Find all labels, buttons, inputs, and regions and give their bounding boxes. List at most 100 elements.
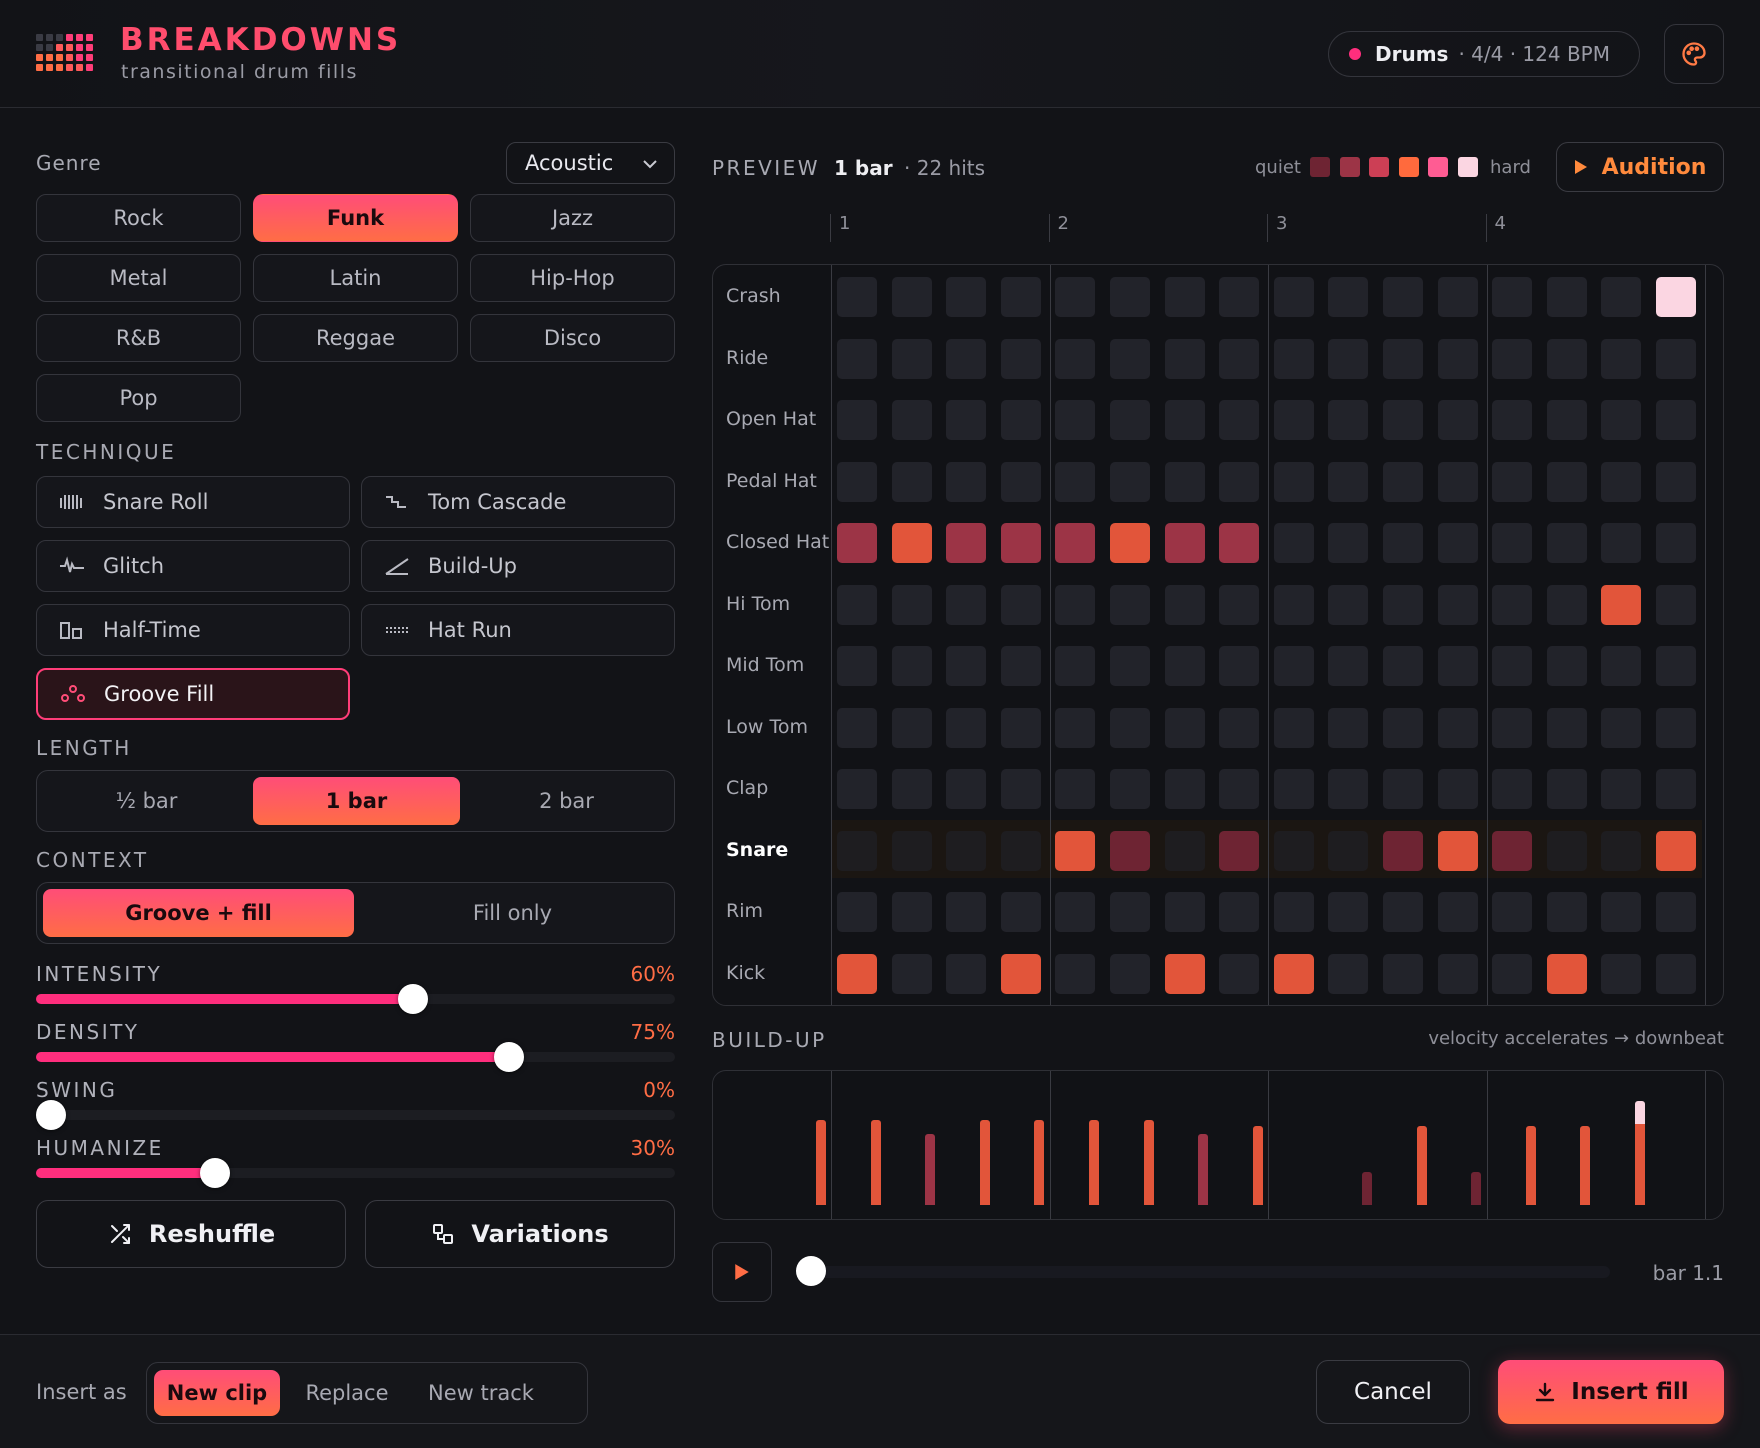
step-cell-rim-2[interactable]	[891, 892, 932, 932]
step-cell-clap-16[interactable]	[1656, 769, 1696, 809]
step-cell-ride-2[interactable]	[891, 338, 932, 379]
step-cell-open-hat-12[interactable]	[1437, 400, 1478, 440]
step-cell-rim-11[interactable]	[1383, 892, 1423, 932]
step-cell-hi-tom-16[interactable]	[1656, 584, 1696, 625]
velocity-bar[interactable]	[1089, 1120, 1099, 1205]
step-cell-ride-14[interactable]	[1546, 338, 1587, 379]
step-cell-open-hat-9[interactable]	[1273, 400, 1314, 440]
velocity-bar[interactable]	[1034, 1120, 1045, 1205]
step-cell-closed-hat-9[interactable]	[1273, 523, 1314, 563]
step-cell-ride-1[interactable]	[837, 338, 877, 379]
step-cell-low-tom-7[interactable]	[1164, 707, 1205, 748]
step-cell-low-tom-6[interactable]	[1110, 707, 1150, 748]
step-cell-hi-tom-12[interactable]	[1437, 584, 1478, 625]
step-cell-kick-3[interactable]	[946, 953, 987, 994]
step-cell-kick-2[interactable]	[891, 953, 932, 994]
track-info-pill[interactable]: Drums · 4/4 · 124 BPM	[1328, 31, 1640, 77]
variations-button[interactable]: Variations	[365, 1200, 675, 1268]
step-cell-pedal-hat-9[interactable]	[1273, 461, 1314, 502]
step-cell-clap-14[interactable]	[1546, 769, 1587, 809]
step-cell-open-hat-4[interactable]	[1000, 400, 1041, 440]
technique-glitch-button[interactable]: Glitch	[36, 540, 350, 592]
insert-mode-replace-option[interactable]: Replace	[305, 1381, 389, 1405]
step-cell-open-hat-1[interactable]	[837, 400, 877, 440]
step-cell-kick-8[interactable]	[1219, 953, 1260, 994]
step-cell-clap-8[interactable]	[1219, 769, 1260, 809]
step-cell-hi-tom-3[interactable]	[946, 584, 987, 625]
context-groove-fill-option[interactable]: Groove + fill	[43, 889, 354, 937]
step-cell-clap-2[interactable]	[891, 769, 932, 809]
velocity-bar[interactable]	[1198, 1134, 1209, 1205]
step-cell-pedal-hat-8[interactable]	[1219, 461, 1260, 502]
step-cell-open-hat-2[interactable]	[891, 400, 932, 440]
step-cell-rim-10[interactable]	[1328, 892, 1369, 932]
step-cell-mid-tom-3[interactable]	[946, 646, 987, 686]
step-cell-closed-hat-16[interactable]	[1656, 523, 1696, 563]
step-cell-closed-hat-3[interactable]	[946, 523, 987, 563]
step-cell-mid-tom-12[interactable]	[1437, 646, 1478, 686]
step-cell-rim-7[interactable]	[1164, 892, 1205, 932]
step-cell-pedal-hat-10[interactable]	[1328, 461, 1369, 502]
cancel-button[interactable]: Cancel	[1316, 1360, 1470, 1424]
step-cell-clap-3[interactable]	[946, 769, 987, 809]
step-cell-hi-tom-7[interactable]	[1164, 584, 1205, 625]
step-cell-ride-13[interactable]	[1492, 338, 1533, 379]
step-cell-rim-9[interactable]	[1273, 892, 1314, 932]
step-cell-clap-12[interactable]	[1437, 769, 1478, 809]
step-cell-closed-hat-14[interactable]	[1546, 523, 1587, 563]
audition-button[interactable]: Audition	[1556, 142, 1724, 192]
step-cell-mid-tom-11[interactable]	[1383, 646, 1423, 686]
step-cell-open-hat-8[interactable]	[1219, 400, 1260, 440]
step-cell-crash-7[interactable]	[1164, 277, 1205, 317]
step-cell-low-tom-11[interactable]	[1383, 707, 1423, 748]
length-1-bar-option[interactable]: 1 bar	[253, 777, 460, 825]
step-cell-low-tom-9[interactable]	[1273, 707, 1314, 748]
step-cell-mid-tom-16[interactable]	[1656, 646, 1696, 686]
length-half-bar-option[interactable]: ½ bar	[115, 789, 178, 813]
step-cell-open-hat-5[interactable]	[1055, 400, 1096, 440]
step-cell-open-hat-16[interactable]	[1656, 400, 1696, 440]
step-cell-pedal-hat-15[interactable]	[1601, 461, 1642, 502]
step-cell-hi-tom-11[interactable]	[1383, 584, 1423, 625]
step-cell-kick-15[interactable]	[1601, 953, 1642, 994]
technique-half-time-button[interactable]: Half-Time	[36, 604, 350, 656]
step-cell-pedal-hat-5[interactable]	[1055, 461, 1096, 502]
step-cell-low-tom-5[interactable]	[1055, 707, 1096, 748]
step-cell-clap-7[interactable]	[1164, 769, 1205, 809]
step-cell-snare-2[interactable]	[891, 830, 932, 871]
step-cell-clap-5[interactable]	[1055, 769, 1096, 809]
velocity-bar[interactable]	[1580, 1126, 1591, 1205]
genre-funk-button[interactable]: Funk	[253, 194, 458, 242]
step-cell-closed-hat-5[interactable]	[1055, 523, 1096, 563]
step-cell-snare-14[interactable]	[1546, 830, 1587, 871]
step-cell-low-tom-13[interactable]	[1492, 707, 1533, 748]
step-cell-snare-16[interactable]	[1656, 830, 1696, 871]
step-cell-open-hat-6[interactable]	[1110, 400, 1150, 440]
step-cell-open-hat-14[interactable]	[1546, 400, 1587, 440]
step-cell-rim-6[interactable]	[1110, 892, 1150, 932]
step-cell-snare-13[interactable]	[1492, 830, 1533, 871]
velocity-bar[interactable]	[870, 1120, 881, 1205]
step-cell-pedal-hat-13[interactable]	[1492, 461, 1533, 502]
genre-rock-button[interactable]: Rock	[36, 194, 241, 242]
step-cell-pedal-hat-16[interactable]	[1656, 461, 1696, 502]
intensity-slider[interactable]	[36, 984, 675, 1014]
step-cell-crash-14[interactable]	[1546, 277, 1587, 317]
density-slider-thumb[interactable]	[494, 1042, 524, 1072]
step-cell-mid-tom-4[interactable]	[1000, 646, 1041, 686]
step-cell-rim-4[interactable]	[1000, 892, 1041, 932]
step-cell-rim-1[interactable]	[837, 892, 877, 932]
step-cell-ride-4[interactable]	[1000, 338, 1041, 379]
step-cell-pedal-hat-11[interactable]	[1383, 461, 1423, 502]
swing-slider-thumb[interactable]	[36, 1100, 66, 1130]
theme-button[interactable]	[1664, 24, 1724, 84]
step-cell-mid-tom-6[interactable]	[1110, 646, 1150, 686]
step-cell-low-tom-1[interactable]	[837, 707, 877, 748]
step-cell-snare-6[interactable]	[1110, 830, 1150, 871]
step-cell-low-tom-12[interactable]	[1437, 707, 1478, 748]
step-cell-ride-15[interactable]	[1601, 338, 1642, 379]
step-cell-mid-tom-8[interactable]	[1219, 646, 1260, 686]
step-cell-mid-tom-9[interactable]	[1273, 646, 1314, 686]
insert-mode-new-clip-option[interactable]: New clip	[154, 1370, 280, 1416]
step-cell-ride-10[interactable]	[1328, 338, 1369, 379]
